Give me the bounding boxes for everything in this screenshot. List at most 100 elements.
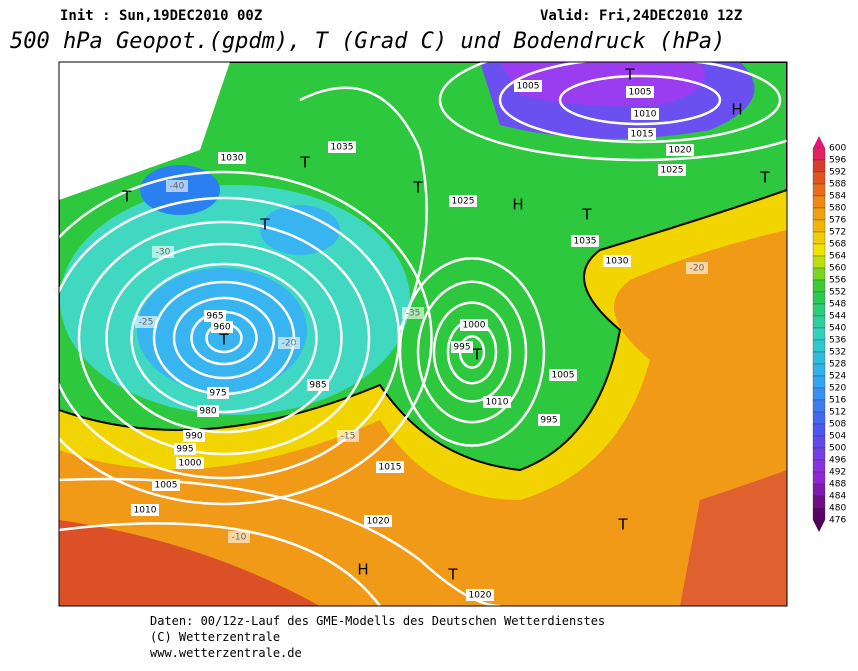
legend-label: 580 (829, 204, 846, 214)
contour-label: 960 (213, 323, 230, 333)
legend-label: 520 (829, 384, 846, 394)
legend-swatch (812, 495, 826, 509)
label-box (364, 515, 392, 527)
legend-label: 596 (829, 156, 846, 166)
footer-line: (C) Wetterzentrale (150, 630, 280, 644)
legend-swatch (812, 207, 826, 221)
contour-label: 1005 (629, 88, 652, 98)
pressure-center: T (617, 516, 628, 534)
label-box (337, 430, 359, 442)
isobar (398, 257, 546, 447)
legend-swatch (812, 243, 826, 257)
pressure-center: T (759, 169, 770, 187)
pressure-center: T (624, 66, 635, 84)
legend-swatch (812, 363, 826, 377)
legend-label: 548 (829, 300, 846, 310)
contour-label: 1000 (463, 321, 486, 331)
label-box (228, 531, 250, 543)
legend-swatch (812, 159, 826, 173)
isobar (438, 62, 787, 162)
label-box (218, 152, 246, 164)
valid-time: Valid: Fri,24DEC2010 12Z (540, 8, 742, 24)
legend-swatch (812, 471, 826, 485)
contour-label: -25 (139, 318, 154, 328)
legend-arrow (813, 520, 825, 532)
pressure-center: T (581, 206, 592, 224)
legend-label: 584 (829, 192, 846, 202)
legend-swatch (812, 399, 826, 413)
label-box (211, 321, 233, 333)
legend-swatch (812, 147, 826, 161)
legend-label: 524 (829, 372, 846, 382)
legend-swatch (812, 291, 826, 305)
pressure-center: T (447, 566, 458, 584)
isobar (59, 170, 433, 506)
isobar (558, 74, 722, 126)
legend-swatch (812, 483, 826, 497)
label-box (207, 387, 229, 399)
label-box (166, 180, 188, 192)
contour-label: 1010 (134, 506, 157, 516)
contour-label: 1005 (155, 481, 178, 491)
label-box (466, 589, 494, 601)
map-title: 500 hPa Geopot.(gpdm), T (Grad C) und Bo… (10, 29, 725, 54)
legend-swatch (812, 255, 826, 269)
isobar (130, 262, 318, 414)
label-box (460, 319, 488, 331)
pressure-center: H (731, 101, 742, 119)
legend-label: 600 (829, 144, 846, 154)
legend-swatch (812, 435, 826, 449)
legend-label: 588 (829, 180, 846, 190)
contour-label: 1015 (379, 463, 402, 473)
isobar (416, 280, 528, 424)
contour-label: 1015 (631, 130, 654, 140)
legend-swatch (812, 459, 826, 473)
legend-swatch (812, 375, 826, 389)
pressure-center: T (259, 216, 270, 234)
legend-swatch (812, 447, 826, 461)
label-box (197, 405, 219, 417)
label-box (176, 457, 204, 469)
legend-swatch (812, 351, 826, 365)
map-field (58, 61, 788, 607)
contour-label: 1030 (221, 154, 244, 164)
isobar (432, 301, 512, 403)
legend-arrow (813, 136, 825, 148)
label-box (549, 369, 577, 381)
label-box (626, 86, 654, 98)
legend-label: 532 (829, 348, 846, 358)
contour-label: -35 (406, 309, 421, 319)
legend-label: 488 (829, 480, 846, 490)
isobar (299, 86, 428, 331)
pressure-center: T (121, 188, 132, 206)
label-box (603, 255, 631, 267)
legend-swatch (812, 411, 826, 425)
contour-label: -10 (232, 533, 247, 543)
contour-label: 1030 (606, 257, 629, 267)
isobar (105, 242, 343, 434)
contour-label: 1035 (574, 237, 597, 247)
label-box (538, 414, 560, 426)
legend-swatch (812, 231, 826, 245)
legend-label: 516 (829, 396, 846, 406)
contour-label: -40 (170, 182, 185, 192)
legend-label: 560 (829, 264, 846, 274)
legend-label: 568 (829, 240, 846, 250)
contour-label: 980 (199, 407, 216, 417)
legend-label: 480 (829, 504, 846, 514)
contour-label: 995 (176, 445, 193, 455)
contour-label: -20 (690, 264, 705, 274)
legend-label: 556 (829, 276, 846, 286)
label-box (514, 80, 542, 92)
legend-swatch (812, 183, 826, 197)
label-box (658, 164, 686, 176)
label-box (278, 337, 300, 349)
footer-line: Daten: 00/12z-Lauf des GME-Modells des D… (150, 614, 605, 628)
legend-label: 564 (829, 252, 846, 262)
pressure-center: T (471, 346, 482, 364)
legend-label: 476 (829, 516, 846, 526)
pressure-center: T (412, 179, 423, 197)
label-box (451, 341, 473, 353)
